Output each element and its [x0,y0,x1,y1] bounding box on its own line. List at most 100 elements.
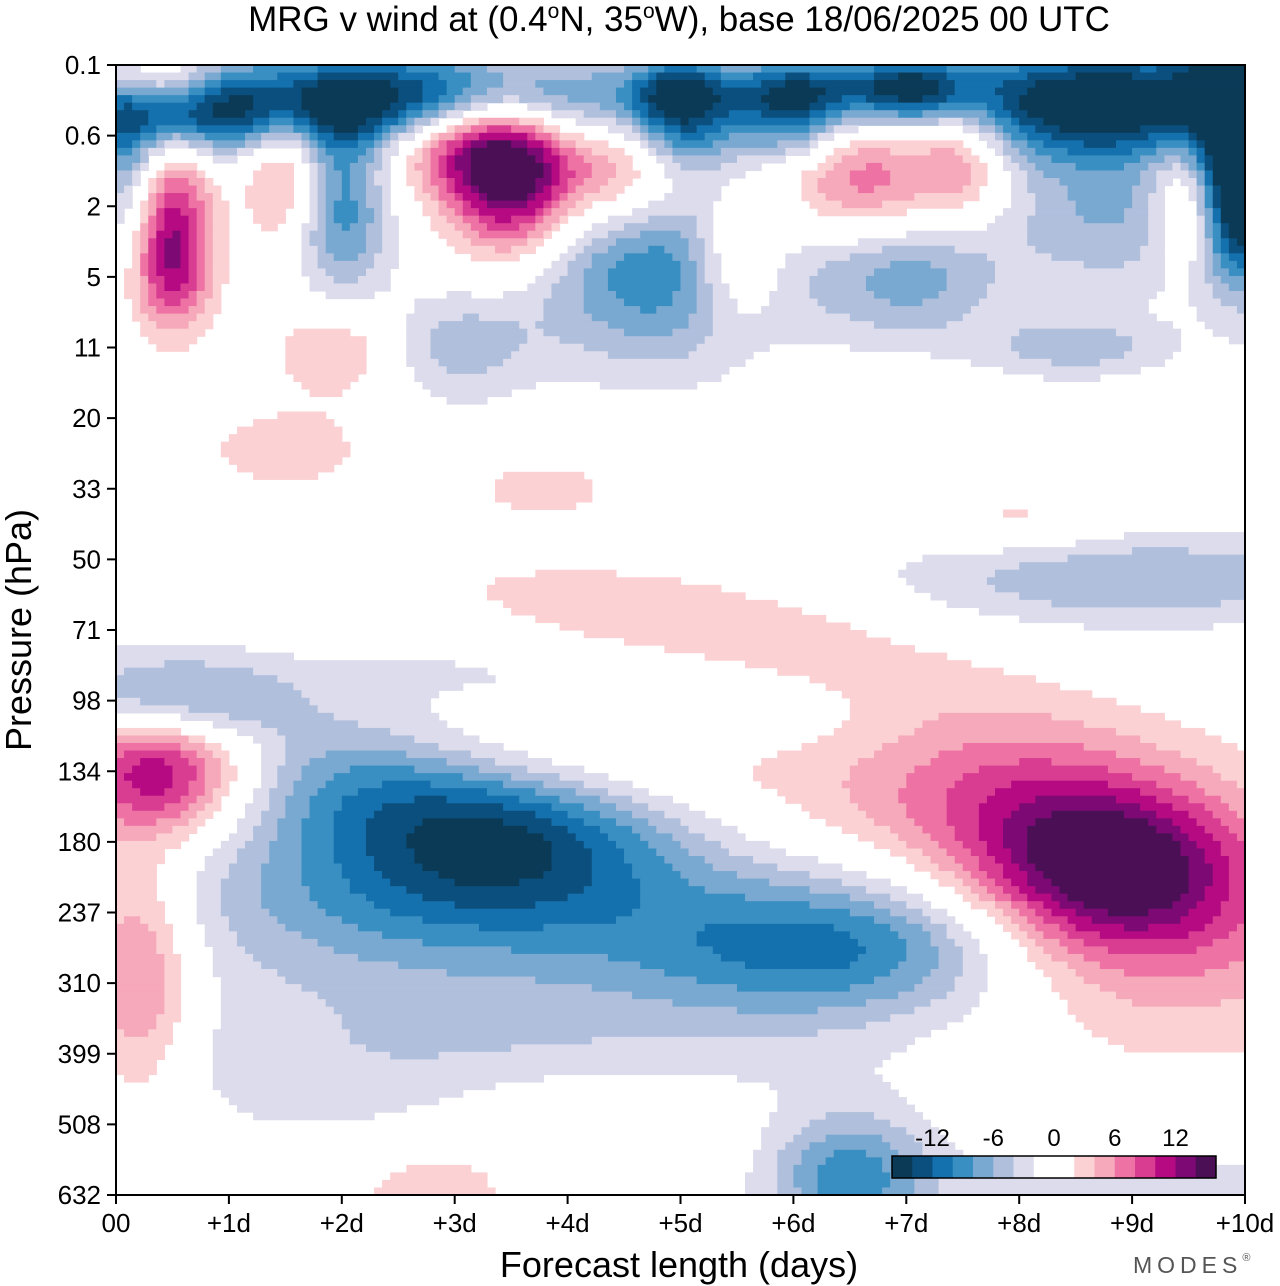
field-cell [116,697,141,706]
field-cell [1132,336,1182,345]
field-cell [640,140,649,149]
field-cell [696,938,859,947]
field-cell [874,291,940,300]
field-cell [140,245,149,254]
field-cell [309,200,319,209]
field-cell [245,803,270,812]
field-cell [1228,283,1246,292]
field-cell [865,95,899,104]
x-tick-label: +5d [658,1208,702,1238]
field-cell [478,765,528,774]
field-cell [446,162,456,172]
field-cell [341,916,424,925]
field-cell [116,72,190,81]
field-cell [116,810,182,819]
field-cell [704,110,730,119]
field-cell [809,1119,891,1128]
field-cell [551,185,569,194]
field-cell [769,102,811,111]
field-cell [172,765,198,774]
field-cell [228,456,343,465]
field-cell [277,765,303,774]
field-cell [438,743,504,752]
field-cell [817,1172,891,1181]
field-cell [188,223,198,232]
field-cell [978,825,1004,834]
field-cell [898,991,948,1000]
field-cell [970,848,988,857]
field-cell [696,283,714,292]
field-cell [140,758,165,767]
field-cell [1075,162,1125,172]
y-tick-label: 134 [58,756,101,786]
field-cell [914,818,948,827]
field-cell [632,95,641,104]
field-cell [591,147,625,156]
field-cell [454,95,472,104]
field-cell [583,780,633,789]
colorbar-label: 0 [1047,1125,1060,1152]
field-cell [1228,336,1246,345]
field-cell [1236,923,1246,932]
field-cell [309,275,335,285]
field-cell [446,238,472,247]
field-cell [1083,720,1182,729]
field-cell [615,818,649,827]
field-cell [1043,946,1069,955]
field-cell [648,110,665,119]
field-cell [196,878,222,887]
field-cell [599,795,633,804]
field-cell [349,878,391,887]
field-cell [841,117,940,126]
field-cell [930,351,1020,360]
field-cell [720,125,811,134]
field-cell [527,336,561,345]
field-cell [793,1179,819,1189]
field-cell [1220,773,1246,782]
field-cell [1196,215,1206,224]
field-cell [212,946,246,955]
field-cell [632,72,649,81]
field-cell [196,193,214,202]
field-cell [946,810,980,819]
field-cell [535,178,553,187]
field-cell [1019,351,1125,360]
field-cell [462,200,472,209]
field-cell [116,953,165,963]
field-cell [704,886,811,895]
field-cell [801,1157,827,1166]
field-cell [954,976,988,985]
field-cell [801,803,859,812]
field-cell [188,780,206,789]
field-cell [245,110,270,119]
field-cell [349,1029,819,1038]
field-cell [1188,298,1222,307]
field-cell [1220,193,1246,202]
field-cell [317,185,327,194]
field-cell [1027,871,1044,880]
field-cell [277,411,327,420]
field-cell [1156,178,1174,187]
field-cell [301,818,335,827]
field-cell [357,208,375,217]
field-cell [761,1127,803,1136]
field-cell [470,178,536,187]
field-cell [615,87,633,96]
field-cell [1003,102,1020,111]
field-cell [1003,509,1028,518]
field-cell [285,803,311,812]
field-cell [591,72,633,81]
field-cell [833,727,915,737]
field-cell [1196,758,1246,767]
field-cell [495,215,512,224]
logo-text: MODES [1133,1252,1242,1278]
field-cell [309,185,319,194]
field-cell [1204,275,1222,285]
field-cell [704,833,746,842]
field-cell [986,223,1028,232]
field-cell [672,999,867,1008]
field-cell [849,170,891,179]
field-cell [591,253,625,262]
field-cell [1196,155,1206,164]
field-cell [1196,901,1222,910]
